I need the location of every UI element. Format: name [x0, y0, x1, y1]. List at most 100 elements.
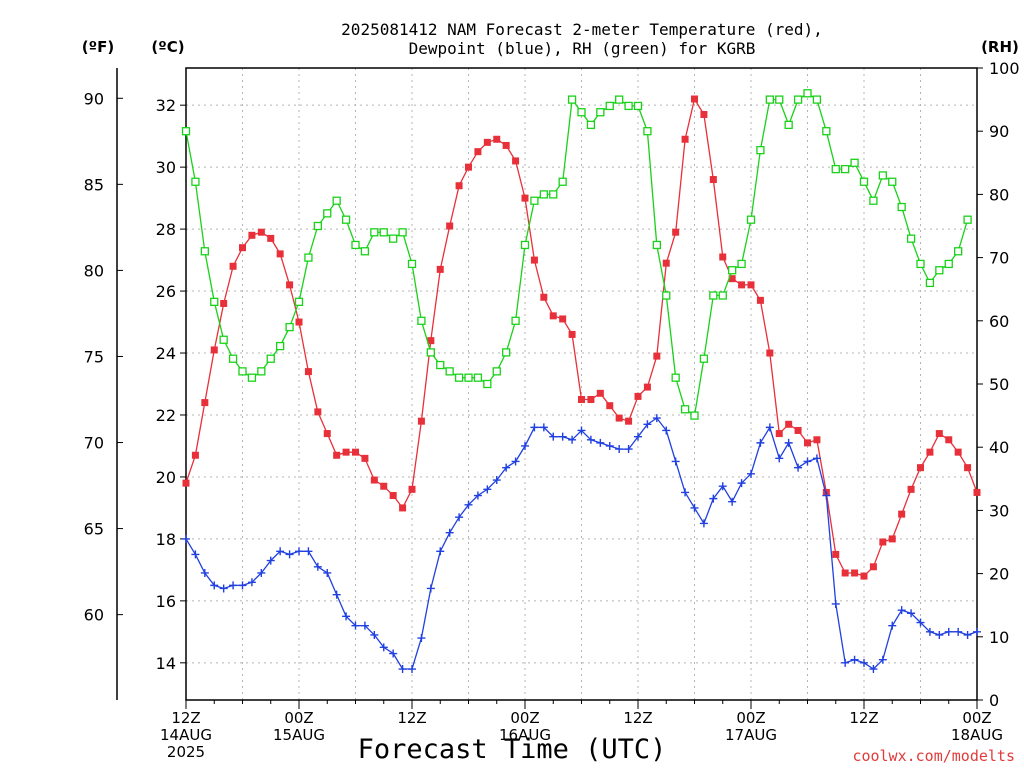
rh-point — [605, 101, 614, 111]
temperature-point — [615, 414, 623, 422]
rh-tick-label: 80 — [989, 185, 1009, 204]
rh-point — [662, 291, 671, 300]
temperature-point — [352, 448, 359, 456]
temperature-point — [634, 392, 642, 400]
fahrenheit-tick-label: 60 — [84, 606, 104, 625]
dewpoint-point — [502, 463, 511, 472]
temperature-point — [869, 563, 877, 571]
temperature-point — [728, 275, 736, 283]
time-tick-label: 00Z — [284, 709, 313, 727]
dewpoint-point — [925, 627, 934, 636]
rh-point — [935, 266, 944, 275]
temperature-point — [239, 244, 246, 252]
temperature-point — [954, 448, 962, 456]
temperature-point — [662, 259, 670, 267]
temperature-point — [549, 312, 557, 320]
dewpoint-point — [803, 457, 812, 466]
temperature-point — [483, 138, 491, 146]
chart-title-line-1: 2025081412 NAM Forecast 2-meter Temperat… — [341, 20, 823, 39]
dewpoint-point — [464, 500, 473, 509]
time-tick-label: 15AUG — [273, 726, 325, 744]
rh-tick-label: 100 — [989, 59, 1020, 78]
rh-point — [492, 367, 501, 376]
dewpoint-point — [775, 454, 784, 463]
dewpoint-point — [963, 630, 972, 639]
rh-point — [859, 177, 869, 186]
fahrenheit-tick-label: 85 — [84, 175, 104, 194]
dewpoint-point — [634, 432, 642, 441]
rh-point — [586, 120, 596, 130]
time-tick-label: 16AUG — [499, 726, 551, 744]
dewpoint-point — [238, 581, 247, 590]
time-tick-label: 17AUG — [725, 726, 777, 744]
rh-point — [389, 234, 398, 243]
time-tick-label: 00Z — [736, 709, 765, 727]
rh-point — [869, 196, 878, 205]
rh-point — [257, 367, 266, 376]
dewpoint-point — [812, 454, 821, 463]
dewpoint-point — [426, 584, 435, 593]
rh-point — [831, 164, 840, 174]
dewpoint-point — [869, 665, 878, 674]
dewpoint-point — [398, 665, 407, 674]
rh-point — [332, 196, 341, 205]
rh-tick-label: 40 — [989, 438, 1009, 457]
rh-point — [784, 120, 793, 130]
time-tick-label: 12Z — [171, 709, 200, 727]
temperature-point — [785, 420, 793, 428]
dewpoint-point — [718, 482, 727, 491]
dewpoint-point — [351, 621, 360, 630]
dewpoint-point — [229, 581, 238, 590]
celsius-tick-label: 28 — [156, 220, 176, 239]
rh-point — [633, 101, 643, 111]
dewpoint-point — [643, 420, 652, 429]
rh-point — [473, 373, 483, 382]
temperature-point — [446, 222, 454, 230]
rh-point — [803, 89, 812, 98]
dewpoint-point — [210, 581, 219, 590]
dewpoint-point — [276, 547, 285, 556]
temperature-point — [361, 454, 369, 462]
rh-point — [756, 146, 765, 155]
rh-point — [671, 373, 680, 382]
dewpoint-point — [624, 445, 633, 454]
temperature-point — [540, 293, 548, 301]
dewpoint-point — [379, 643, 388, 652]
time-tick-label: 00Z — [510, 709, 539, 727]
rh-point — [906, 234, 916, 243]
dewpoint-point — [332, 590, 341, 599]
temperature-point — [568, 330, 576, 338]
dewpoint-point — [360, 621, 369, 630]
rh-point — [925, 278, 935, 288]
rh-point — [812, 95, 822, 104]
rh-point — [944, 259, 953, 269]
rh-axis-label: (RH) — [981, 38, 1019, 56]
temperature-point — [267, 234, 275, 242]
rh-point — [502, 348, 511, 357]
rh-point — [765, 95, 774, 104]
temperature-point — [276, 250, 284, 258]
dewpoint-point — [586, 435, 595, 444]
dewpoint-point — [266, 556, 275, 565]
temperature-point — [653, 352, 661, 360]
temperature-point — [945, 436, 953, 444]
temperature-point — [804, 439, 811, 447]
celsius-tick-label: 26 — [156, 282, 176, 301]
dewpoint-point — [850, 655, 859, 664]
rh-point — [775, 95, 784, 104]
temperature-point — [625, 417, 633, 425]
rh-point — [191, 177, 200, 186]
temperature-point — [935, 430, 943, 438]
dewpoint-point — [549, 432, 558, 441]
rh-point — [530, 196, 539, 205]
rh-point — [304, 253, 313, 262]
rh-point — [436, 360, 445, 370]
temperature-point — [606, 402, 614, 410]
dewpoint-point — [831, 599, 840, 608]
rh-point — [210, 297, 219, 306]
rh-point — [276, 341, 285, 351]
temperature-point — [380, 482, 388, 490]
temperature-point — [191, 451, 199, 459]
dewpoint-point — [257, 568, 266, 577]
dewpoint-point — [295, 547, 303, 556]
